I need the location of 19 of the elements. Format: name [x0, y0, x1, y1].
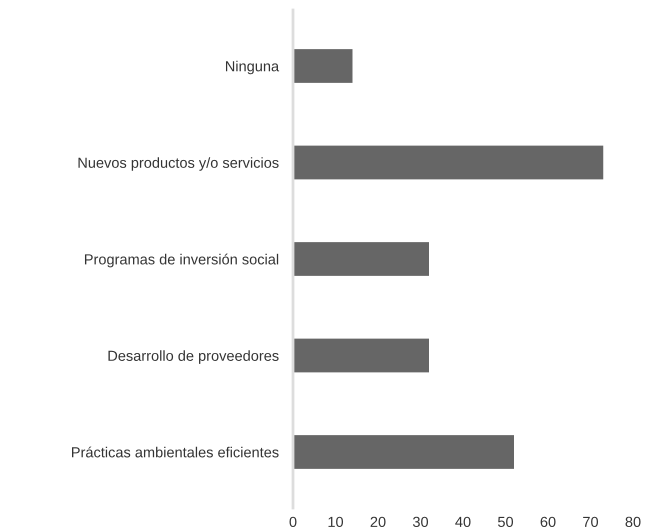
- x-tick-label: 50: [498, 516, 514, 528]
- x-tick-label: 10: [328, 516, 344, 528]
- y-tick-label: Desarrollo de proveedores: [108, 350, 279, 364]
- x-tick-label: 80: [626, 516, 641, 528]
- bar: [293, 146, 604, 180]
- x-tick-label: 20: [370, 516, 386, 528]
- y-tick-label: Prácticas ambientales eficientes: [72, 446, 279, 458]
- bar: [293, 49, 352, 83]
- y-tick-label: Programas de inversión social: [84, 254, 278, 268]
- bar: [293, 338, 429, 372]
- bar: [293, 435, 514, 469]
- bar: [293, 242, 429, 276]
- x-tick-label: 60: [540, 516, 556, 528]
- y-tick-label: Nuevos productos y/o servicios: [78, 157, 279, 171]
- x-tick-label: 70: [583, 516, 598, 528]
- x-tick-label: 0: [290, 516, 296, 528]
- x-tick-label: 40: [455, 516, 471, 528]
- y-tick-label: Ninguna: [226, 60, 280, 74]
- x-tick-label: 30: [412, 516, 428, 528]
